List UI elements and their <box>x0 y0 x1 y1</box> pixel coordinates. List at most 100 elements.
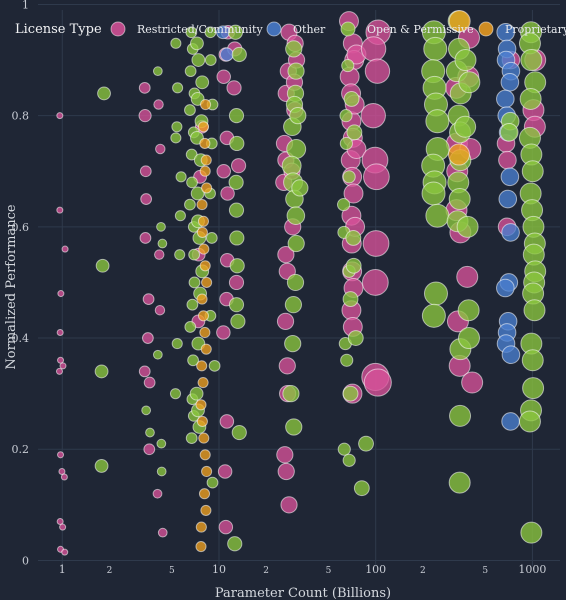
data-point[interactable] <box>199 165 211 177</box>
data-point[interactable] <box>448 471 471 494</box>
data-point[interactable] <box>345 257 362 274</box>
data-point[interactable] <box>423 281 448 306</box>
data-point[interactable] <box>342 291 359 308</box>
data-point[interactable] <box>499 123 519 142</box>
data-point[interactable] <box>141 332 154 344</box>
data-point[interactable] <box>94 459 109 473</box>
data-point[interactable] <box>291 179 309 197</box>
data-point[interactable] <box>231 46 247 63</box>
data-point[interactable] <box>496 89 515 109</box>
data-point[interactable] <box>282 385 300 403</box>
data-point[interactable] <box>448 10 471 33</box>
data-point[interactable] <box>278 357 296 375</box>
data-point[interactable] <box>284 296 303 314</box>
data-point[interactable] <box>458 71 481 94</box>
data-point[interactable] <box>58 467 66 476</box>
data-point[interactable] <box>228 174 244 190</box>
data-point[interactable] <box>196 360 208 372</box>
data-point[interactable] <box>498 189 518 209</box>
data-point[interactable] <box>285 418 303 436</box>
data-point[interactable] <box>56 206 64 214</box>
data-point[interactable] <box>343 183 364 204</box>
data-point[interactable] <box>230 158 247 174</box>
data-point[interactable] <box>184 104 196 116</box>
data-point[interactable] <box>188 276 201 289</box>
data-point[interactable] <box>456 265 479 288</box>
data-point[interactable] <box>174 249 186 261</box>
data-point[interactable] <box>186 176 198 189</box>
data-point[interactable] <box>170 132 182 144</box>
data-point[interactable] <box>169 388 182 400</box>
data-point[interactable] <box>208 359 221 372</box>
legend-item[interactable]: Open & Permissive <box>340 21 474 37</box>
data-point[interactable] <box>454 115 477 138</box>
data-point[interactable] <box>339 136 353 151</box>
data-point[interactable] <box>59 362 67 370</box>
data-point[interactable] <box>229 230 245 246</box>
data-point[interactable] <box>190 36 204 51</box>
data-point[interactable] <box>145 427 155 438</box>
data-point[interactable] <box>154 249 165 260</box>
data-point[interactable] <box>220 186 235 201</box>
data-point[interactable] <box>521 349 544 372</box>
data-point[interactable] <box>56 328 64 337</box>
data-point[interactable] <box>139 232 152 244</box>
data-point[interactable] <box>216 325 231 340</box>
data-point[interactable] <box>195 540 207 553</box>
data-point[interactable] <box>138 81 151 94</box>
data-point[interactable] <box>94 364 109 379</box>
data-point[interactable] <box>289 107 307 125</box>
data-point[interactable] <box>155 143 166 155</box>
data-point[interactable] <box>456 215 479 238</box>
data-point[interactable] <box>57 451 65 459</box>
data-point[interactable] <box>500 72 520 92</box>
data-point[interactable] <box>230 313 246 329</box>
data-point[interactable] <box>217 464 233 479</box>
data-point[interactable] <box>227 536 243 552</box>
data-point[interactable] <box>498 150 517 170</box>
data-point[interactable] <box>205 232 218 244</box>
data-point[interactable] <box>197 121 210 133</box>
data-point[interactable] <box>276 446 294 464</box>
data-point[interactable] <box>342 453 356 467</box>
data-point[interactable] <box>152 66 163 77</box>
data-point[interactable] <box>156 466 167 477</box>
data-point[interactable] <box>196 293 208 305</box>
data-point[interactable] <box>171 338 183 350</box>
data-point[interactable] <box>286 139 307 159</box>
data-point[interactable] <box>204 54 217 66</box>
data-point[interactable] <box>138 365 151 378</box>
data-point[interactable] <box>200 154 212 166</box>
data-point[interactable] <box>171 121 183 133</box>
data-point[interactable] <box>199 260 211 272</box>
data-point[interactable] <box>521 160 544 183</box>
data-point[interactable] <box>195 399 207 411</box>
data-point[interactable] <box>228 274 245 291</box>
data-point[interactable] <box>185 26 198 39</box>
data-point[interactable] <box>172 82 184 94</box>
data-point[interactable] <box>219 47 234 62</box>
data-point[interactable] <box>229 135 245 152</box>
data-point[interactable] <box>186 298 199 311</box>
legend-item[interactable]: Other <box>266 21 326 37</box>
data-point[interactable] <box>95 258 110 273</box>
data-point[interactable] <box>364 58 391 84</box>
data-point[interactable] <box>520 49 543 72</box>
data-point[interactable] <box>501 412 520 431</box>
data-point[interactable] <box>200 504 212 516</box>
data-point[interactable] <box>342 170 356 184</box>
data-point[interactable] <box>206 476 219 489</box>
data-point[interactable] <box>227 24 244 40</box>
data-point[interactable] <box>152 488 163 499</box>
data-point[interactable] <box>518 410 541 433</box>
data-point[interactable] <box>97 86 111 101</box>
data-point[interactable] <box>277 462 295 481</box>
data-point[interactable] <box>140 193 153 205</box>
data-point[interactable] <box>522 377 545 400</box>
data-point[interactable] <box>184 65 197 78</box>
data-point[interactable] <box>174 210 186 222</box>
data-point[interactable] <box>138 109 152 123</box>
data-point[interactable] <box>143 376 156 389</box>
data-point[interactable] <box>196 415 208 428</box>
data-point[interactable] <box>197 310 210 322</box>
